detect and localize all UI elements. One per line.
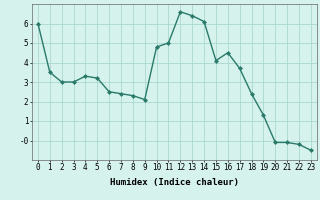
X-axis label: Humidex (Indice chaleur): Humidex (Indice chaleur) [110, 178, 239, 187]
